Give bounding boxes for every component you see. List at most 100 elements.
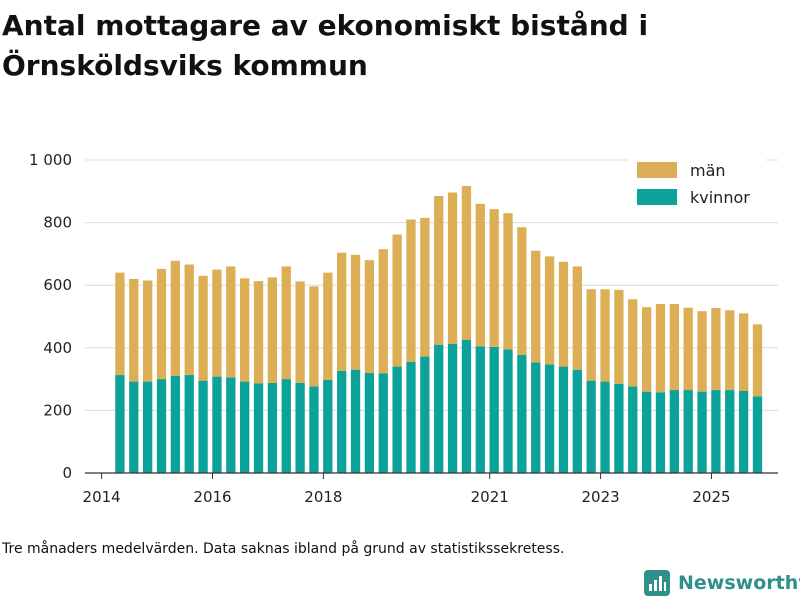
bar-man bbox=[738, 313, 749, 391]
bar-kvinnor bbox=[447, 343, 458, 473]
bar-man bbox=[461, 185, 472, 340]
bar-kvinnor bbox=[309, 386, 319, 473]
bar-kvinnor bbox=[240, 381, 250, 473]
bar-kvinnor bbox=[156, 379, 167, 473]
bar-kvinnor bbox=[406, 361, 416, 473]
bar-kvinnor bbox=[281, 379, 291, 473]
bar-kvinnor bbox=[129, 381, 139, 473]
bar-man bbox=[226, 266, 236, 378]
bar-kvinnor bbox=[350, 369, 361, 473]
bar-man bbox=[337, 252, 347, 371]
bar-kvinnor bbox=[752, 396, 763, 473]
bar-kvinnor bbox=[711, 390, 721, 473]
y-tick-label: 200 bbox=[43, 401, 72, 419]
bar-kvinnor bbox=[434, 344, 444, 473]
y-tick-label: 0 bbox=[62, 464, 72, 482]
bar-man bbox=[309, 286, 319, 387]
bar-kvinnor bbox=[503, 349, 513, 473]
bar-kvinnor bbox=[683, 390, 693, 473]
x-tick-label: 2025 bbox=[692, 488, 730, 506]
chart-title: Antal mottagare av ekonomiskt bistånd i … bbox=[2, 9, 649, 82]
x-tick-label: 2014 bbox=[83, 488, 121, 506]
bar-man bbox=[641, 307, 652, 392]
bars bbox=[115, 185, 763, 473]
bar-man bbox=[544, 256, 555, 365]
bar-kvinnor bbox=[198, 380, 208, 473]
bar-man bbox=[614, 289, 624, 384]
y-tick-label: 400 bbox=[43, 339, 72, 357]
legend-label: kvinnor bbox=[690, 188, 750, 207]
bar-kvinnor bbox=[655, 392, 666, 473]
bar-man bbox=[752, 324, 763, 397]
bar-man bbox=[572, 266, 582, 370]
bar-kvinnor bbox=[669, 390, 679, 473]
bar-man bbox=[669, 303, 679, 391]
bar-kvinnor bbox=[725, 390, 735, 473]
y-tick-label: 1 000 bbox=[29, 151, 72, 169]
bar-kvinnor bbox=[572, 369, 582, 473]
x-tick-label: 2023 bbox=[581, 488, 619, 506]
bar-kvinnor bbox=[212, 376, 222, 473]
bar-man bbox=[531, 250, 541, 363]
bar-man bbox=[156, 268, 167, 380]
bar-kvinnor bbox=[337, 370, 347, 473]
bar-man bbox=[475, 203, 485, 347]
bar-man bbox=[129, 278, 139, 382]
bar-man bbox=[295, 281, 305, 383]
bar-man bbox=[212, 269, 222, 377]
bar-kvinnor bbox=[614, 383, 624, 473]
bar-kvinnor bbox=[600, 381, 610, 473]
bar-man bbox=[143, 280, 153, 382]
bar-kvinnor bbox=[364, 372, 375, 473]
brand-name: Newsworthy bbox=[678, 572, 800, 594]
bar-kvinnor bbox=[697, 391, 707, 473]
bar-man bbox=[683, 307, 693, 391]
bar-man bbox=[434, 196, 444, 345]
bar-chart: 0 200 400 600 800 1 000 2014 2016 2018 2021 2023 20… bbox=[29, 151, 778, 506]
bar-man bbox=[489, 209, 499, 347]
bar-man bbox=[378, 249, 388, 374]
bar-kvinnor bbox=[475, 346, 485, 473]
bar-man bbox=[267, 277, 278, 383]
bar-kvinnor bbox=[586, 380, 596, 473]
bar-kvinnor bbox=[226, 377, 236, 473]
bar-kvinnor bbox=[738, 390, 749, 473]
y-tick-label: 600 bbox=[43, 276, 72, 294]
x-tick-label: 2016 bbox=[193, 488, 231, 506]
bar-man bbox=[364, 260, 375, 373]
bar-man bbox=[725, 310, 735, 391]
bar-man bbox=[600, 289, 610, 382]
bar-man bbox=[198, 275, 208, 381]
bar-man bbox=[323, 272, 333, 381]
bar-kvinnor bbox=[531, 362, 541, 473]
bar-kvinnor bbox=[461, 339, 472, 473]
bar-kvinnor bbox=[641, 391, 652, 473]
bar-kvinnor bbox=[295, 382, 305, 473]
bar-kvinnor bbox=[253, 383, 264, 473]
bar-kvinnor bbox=[267, 382, 278, 473]
bar-man bbox=[253, 281, 264, 384]
bar-kvinnor bbox=[143, 381, 153, 473]
axes: 0 200 400 600 800 1 000 2014 2016 2018 2021 2023 20… bbox=[29, 151, 778, 506]
bar-kvinnor bbox=[517, 355, 527, 473]
bar-man bbox=[447, 192, 458, 344]
bar-man bbox=[586, 289, 596, 381]
bar-kvinnor bbox=[323, 380, 333, 473]
bar-man bbox=[281, 266, 291, 380]
bar-kvinnor bbox=[489, 346, 499, 473]
legend-swatch bbox=[637, 189, 677, 205]
bar-man bbox=[240, 278, 250, 382]
bar-man bbox=[184, 264, 194, 376]
bar-man bbox=[517, 227, 527, 355]
bar-man bbox=[350, 254, 361, 370]
bar-kvinnor bbox=[420, 356, 430, 473]
bar-kvinnor bbox=[558, 366, 569, 473]
bar-kvinnor bbox=[378, 373, 388, 473]
legend-swatch bbox=[637, 162, 677, 178]
y-tick-label: 800 bbox=[43, 214, 72, 232]
bar-kvinnor bbox=[115, 375, 125, 473]
bar-man bbox=[655, 303, 666, 393]
bar-man bbox=[503, 213, 513, 350]
bar-man bbox=[420, 217, 430, 357]
footnote: Tre månaders medelvärden. Data saknas ib… bbox=[2, 541, 565, 557]
